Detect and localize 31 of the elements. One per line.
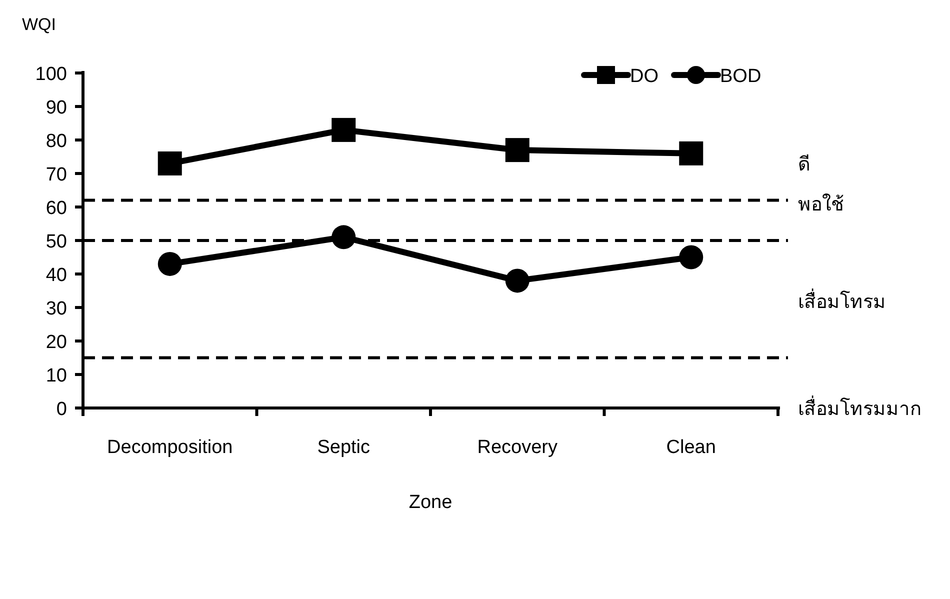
text: เสื่อมโทรมมาก: [798, 395, 922, 420]
x-tick-label: Septic: [317, 437, 370, 458]
point: [505, 138, 530, 162]
x-tick-label: Recovery: [477, 437, 558, 458]
legend-label: DO: [630, 66, 658, 87]
legend-label: BOD: [720, 66, 762, 87]
y-tick-label: 100: [35, 64, 67, 85]
text: เสื่อมโทรม: [798, 288, 886, 313]
point: [505, 268, 530, 293]
y-tick-label: 80: [46, 131, 67, 152]
x-tick-label: Clean: [666, 437, 716, 458]
point: [679, 245, 704, 270]
y-tick-label: 0: [56, 399, 67, 420]
point: [158, 151, 182, 176]
y-tick-label: 90: [46, 98, 67, 118]
x-tick-label: Decomposition: [107, 437, 233, 458]
x-axis-title: Zone: [408, 492, 452, 513]
y-tick-label: 20: [46, 332, 67, 353]
ref-line-label: พอใช้: [798, 193, 844, 216]
y-axis-title: WQI: [22, 15, 56, 34]
point: [158, 252, 182, 276]
y-tick-label: 40: [46, 265, 67, 286]
y-tick-label: 30: [46, 298, 67, 320]
point: [679, 141, 704, 166]
y-tick-label: 10: [46, 366, 67, 386]
point: [332, 118, 356, 142]
text: ดี: [798, 153, 810, 176]
y-tick-label: 60: [46, 198, 67, 219]
point: [332, 225, 356, 250]
y-tick-label: 50: [46, 232, 67, 252]
y-tick-label: 70: [46, 164, 67, 186]
